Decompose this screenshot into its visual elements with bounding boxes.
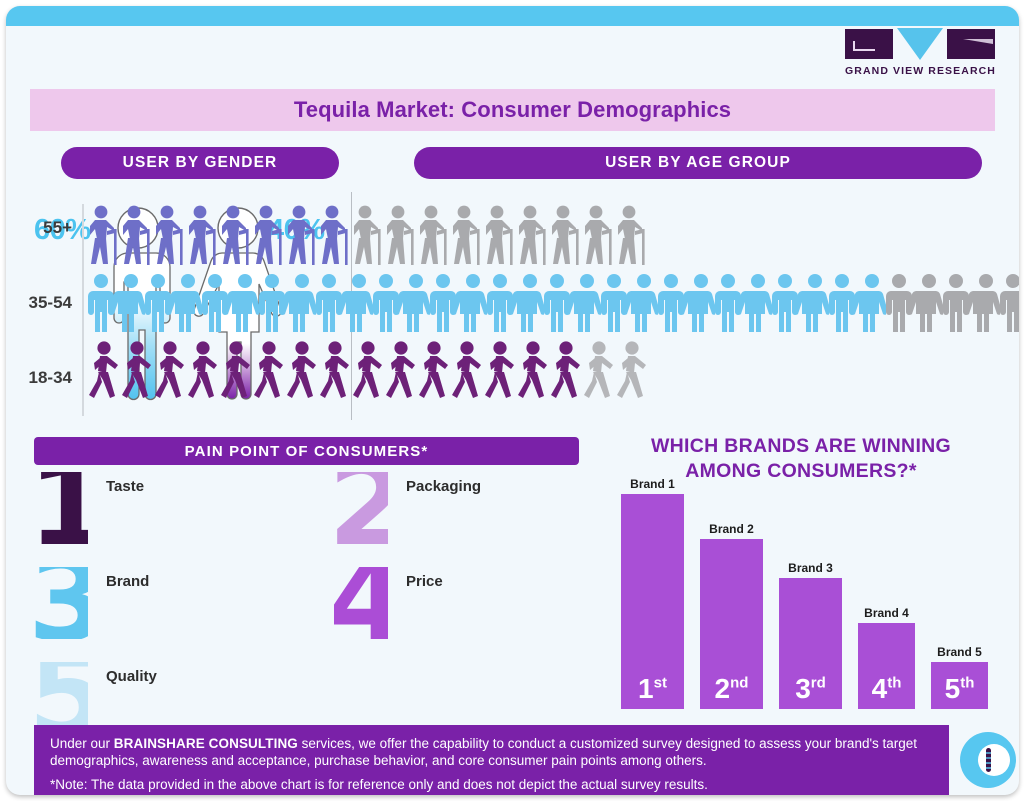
pain-numeral-5-icon: 5 [34, 662, 88, 734]
age-group-label-55plus: 55+ [43, 218, 72, 237]
grand-view-research-logo: GRAND VIEW RESEARCH [845, 28, 995, 80]
footer-pre: Under our [50, 736, 114, 751]
top-accent-bar [6, 6, 1019, 26]
pain-points-grid: 1 Taste 2 Packaging 3 Brand 4 Price 5 Qu… [34, 472, 579, 734]
pain-point-numeral: 4 [334, 567, 388, 639]
brand-bar: 4th [858, 623, 915, 709]
pain-numeral-3-icon: 3 [34, 567, 88, 639]
section-header-age-group: USER BY AGE GROUP [414, 147, 982, 179]
logo-square-g-icon [845, 29, 893, 59]
brand-bar: 1st [621, 494, 684, 709]
brand-bar-label: Brand 2 [709, 522, 754, 536]
age-row-35-54 [88, 272, 1019, 334]
brand-bar-wrap: Brand 2 2nd [700, 522, 763, 709]
age-group-label-35-54: 35-54 [28, 293, 72, 312]
brand-rank-label: 1st [638, 673, 667, 704]
pain-point-label: Taste [106, 478, 145, 495]
footer-line-1: Under our BRAINSHARE CONSULTING services… [50, 735, 933, 769]
section-header-pain-points: PAIN POINT OF CONSUMERS* [34, 437, 579, 465]
pain-point-item: 5 Quality [34, 662, 304, 748]
footer-brainshare: BRAINSHARE CONSULTING [113, 736, 298, 751]
age-row-55plus [88, 204, 649, 266]
brands-bar-group: Brand 1 1st Brand 2 2nd Brand 3 3rd Brand 4 4th… [611, 477, 1001, 709]
brand-bar-label: Brand 1 [630, 477, 675, 491]
brands-title-line1: WHICH BRANDS ARE WINNING [650, 435, 952, 457]
pain-point-label: Packaging [406, 478, 482, 495]
logo-marks [845, 28, 995, 60]
pain-point-item: 3 Brand [34, 567, 304, 653]
brands-chart-title: WHICH BRANDS ARE WINNING AMONG CONSUMERS… [601, 434, 1001, 484]
footer-note: Under our BRAINSHARE CONSULTING services… [34, 725, 949, 795]
brand-bar-wrap: Brand 5 5th [931, 645, 988, 709]
logo-brand-text: GRAND VIEW RESEARCH [845, 65, 996, 77]
brand-rank-label: 2nd [714, 673, 749, 704]
infographic-frame: GRAND VIEW RESEARCH Tequila Market: Cons… [6, 6, 1019, 795]
age-group-label-18-34: 18-34 [28, 368, 72, 387]
brand-bar-wrap: Brand 3 3rd [779, 561, 842, 709]
brand-bar: 2nd [700, 539, 763, 709]
brand-rank-label: 4th [871, 673, 902, 704]
pain-point-item: 2 Packaging [334, 472, 604, 558]
pain-point-label: Price [406, 573, 443, 590]
brand-bar: 3rd [779, 578, 842, 709]
footer-note-line: *Note: The data provided in the above ch… [50, 777, 708, 792]
pain-point-numeral: 2 [334, 472, 388, 544]
brands-chart: WHICH BRANDS ARE WINNING AMONG CONSUMERS… [601, 434, 1001, 714]
brainshare-logo-icon [958, 730, 1018, 790]
brand-bar-label: Brand 5 [937, 645, 982, 659]
brands-title-line2: AMONG CONSUMERS?* [685, 460, 917, 482]
section-header-gender: USER BY GENDER [61, 147, 339, 179]
footer-post: services, we offer the capability to con… [50, 736, 918, 768]
brand-bar-label: Brand 3 [788, 561, 833, 575]
brand-rank-label: 3rd [795, 673, 826, 704]
age-chart-axis [82, 204, 84, 416]
brand-bar-wrap: Brand 1 1st [621, 477, 684, 709]
logo-triangle-icon [897, 28, 943, 60]
male-percentage: 60% [34, 214, 91, 246]
pain-point-numeral: 5 [34, 662, 88, 734]
pain-point-numeral: 3 [34, 567, 88, 639]
age-row-18-34 [88, 340, 649, 402]
brand-bar-label: Brand 4 [864, 606, 909, 620]
logo-square-r-icon [947, 29, 995, 59]
page-title-bar: Tequila Market: Consumer Demographics [30, 89, 995, 131]
pain-point-numeral: 1 [34, 472, 88, 544]
brand-bar: 5th [931, 662, 988, 709]
pain-numeral-1-icon: 1 [34, 472, 88, 544]
brand-bar-wrap: Brand 4 4th [858, 606, 915, 709]
brand-rank-label: 5th [944, 673, 975, 704]
page-title: Tequila Market: Consumer Demographics [293, 97, 732, 122]
pain-numeral-2-icon: 2 [334, 472, 388, 544]
pain-numeral-4-icon: 4 [334, 567, 388, 639]
pain-point-label: Brand [106, 573, 150, 590]
pain-point-item: 4 Price [334, 567, 604, 653]
pain-point-label: Quality [106, 668, 157, 685]
pain-point-item: 1 Taste [34, 472, 304, 558]
